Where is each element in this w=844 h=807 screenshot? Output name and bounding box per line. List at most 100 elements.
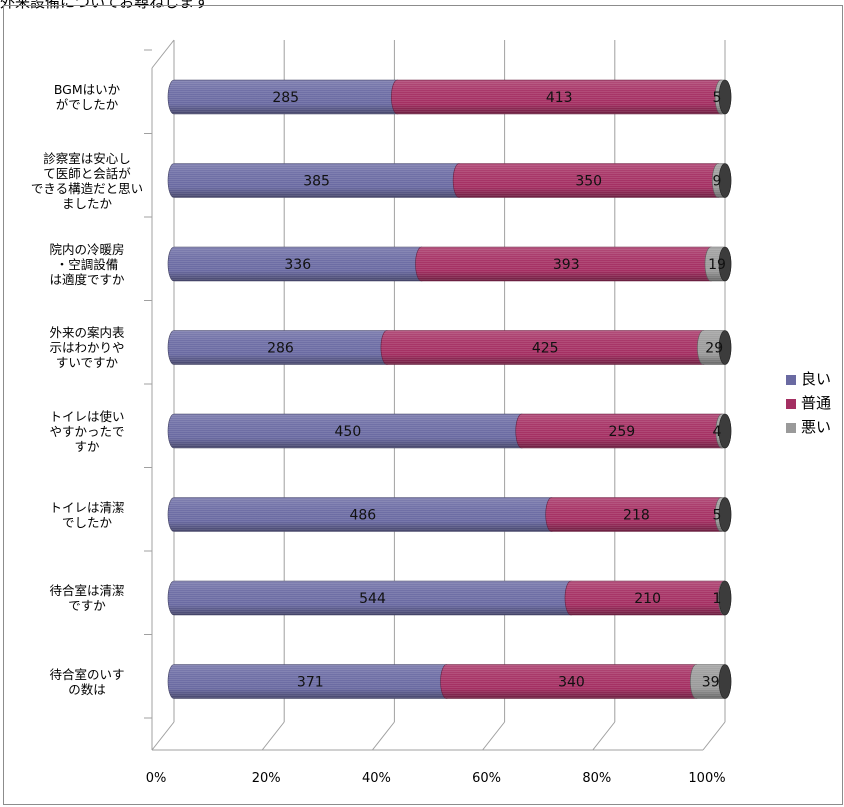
x-axis-ticks: 0% 20% 40% 60% 80% 100% bbox=[146, 771, 726, 786]
category-label-line: でしたか bbox=[61, 514, 112, 530]
data-label: 486 bbox=[349, 508, 376, 524]
data-label: 29 bbox=[705, 341, 723, 357]
category-label: 診察室は安心し て医師と会話が できる構造だと思い ましたか bbox=[27, 151, 147, 211]
data-label: 5 bbox=[713, 508, 722, 524]
gridlines bbox=[144, 39, 726, 751]
floor-gridline bbox=[261, 721, 285, 751]
category-label-line: BGMはいか bbox=[53, 82, 121, 97]
category-label: トイレは清潔 でしたか bbox=[27, 500, 147, 530]
category-label: 院内の冷暖房 ・空調設備 は適度ですか bbox=[27, 242, 147, 287]
bar-end-cap bbox=[718, 580, 732, 616]
bar-end-cap bbox=[718, 413, 732, 449]
category-label-line: て医師と会話が bbox=[43, 165, 131, 181]
chart-frame bbox=[3, 5, 843, 805]
bars bbox=[167, 79, 732, 699]
data-label: 340 bbox=[558, 675, 585, 691]
x-tick-label: 20% bbox=[252, 771, 281, 786]
data-label: 336 bbox=[284, 257, 311, 273]
category-label-line: トイレは清潔 bbox=[49, 499, 125, 515]
bar-texture bbox=[168, 664, 453, 699]
floor-gridline bbox=[151, 721, 175, 751]
data-label: 393 bbox=[553, 257, 580, 273]
data-label: 19 bbox=[708, 257, 726, 273]
data-label: 218 bbox=[623, 508, 650, 524]
floor-gridline bbox=[702, 721, 726, 751]
data-label: 425 bbox=[532, 341, 559, 357]
bar-end-cap bbox=[718, 246, 732, 282]
category-label: BGMはいか がでしたか bbox=[27, 82, 147, 112]
bar-texture bbox=[453, 163, 725, 198]
bar-texture bbox=[168, 414, 528, 448]
data-label: 210 bbox=[634, 591, 661, 607]
legend-swatch bbox=[786, 399, 796, 409]
category-label-line: 待合室のいす bbox=[49, 666, 125, 682]
floor-gridline bbox=[482, 721, 505, 751]
legend-item: 普通 bbox=[786, 392, 831, 413]
bar-texture bbox=[440, 664, 703, 699]
category-label-line: の数は bbox=[68, 681, 106, 697]
data-label: 286 bbox=[267, 341, 294, 357]
category-label-line: やすかったで bbox=[49, 423, 125, 439]
category-label-line: 待合室は清潔 bbox=[49, 583, 125, 598]
category-label: 待合室は清潔 ですか bbox=[27, 583, 147, 613]
bar-texture bbox=[415, 247, 717, 281]
bar-texture bbox=[168, 497, 558, 532]
category-label-line: 示はわかりや bbox=[49, 340, 125, 355]
bar-end-cap bbox=[718, 330, 732, 365]
category-label-line: 外来の案内表 bbox=[49, 325, 125, 340]
floor-gridline bbox=[592, 721, 616, 751]
bar-end-cap bbox=[718, 79, 732, 115]
category-label-line: すいですか bbox=[55, 355, 119, 370]
category-label-line: は適度ですか bbox=[49, 271, 125, 287]
bar-texture bbox=[565, 581, 731, 615]
category-label-line: ・空調設備 bbox=[55, 256, 119, 272]
data-labels: 285 413 5 385 350 9 336 393 19 286 425 29 450 259 4 486… bbox=[267, 90, 726, 691]
data-label: 413 bbox=[546, 90, 573, 106]
bar-texture bbox=[515, 414, 728, 448]
wall-top-edge bbox=[151, 39, 175, 69]
bar-texture bbox=[168, 247, 428, 281]
bar-texture bbox=[545, 497, 728, 532]
category-label-line: 院内の冷暖房 bbox=[49, 241, 125, 257]
bar-texture bbox=[391, 80, 728, 114]
legend-swatch bbox=[786, 375, 796, 385]
legend-swatch bbox=[786, 423, 796, 433]
category-label: トイレは使い やすかったで すか bbox=[27, 409, 147, 454]
bar-end-cap bbox=[718, 163, 732, 198]
legend-item: 良い bbox=[786, 368, 831, 389]
data-label: 544 bbox=[359, 591, 386, 607]
data-label: 385 bbox=[303, 174, 330, 190]
category-label: 待合室のいす の数は bbox=[27, 667, 147, 697]
category-label-line: がでしたか bbox=[55, 97, 119, 112]
bar-end-cap bbox=[718, 664, 732, 699]
data-label: 39 bbox=[702, 675, 720, 691]
data-label: 5 bbox=[713, 90, 722, 106]
category-label-line: できる構造だと思い bbox=[30, 180, 144, 196]
category-label-line: すか bbox=[74, 438, 100, 454]
data-label: 350 bbox=[575, 174, 602, 190]
legend-label: 良い bbox=[801, 370, 832, 388]
data-label: 9 bbox=[713, 174, 722, 190]
category-label-line: 診察室は安心し bbox=[43, 150, 131, 166]
bar-texture bbox=[168, 80, 404, 114]
x-tick-label: 0% bbox=[146, 771, 167, 786]
data-label: 259 bbox=[608, 424, 635, 440]
category-label-line: トイレは使い bbox=[49, 408, 125, 424]
legend-label: 普通 bbox=[801, 394, 832, 412]
bar-texture bbox=[168, 330, 393, 365]
x-tick-label: 40% bbox=[362, 771, 391, 786]
bar-texture bbox=[168, 163, 466, 198]
data-label: 4 bbox=[713, 424, 722, 440]
bar-end-cap bbox=[718, 497, 732, 532]
data-label: 1 bbox=[713, 591, 722, 607]
legend-item: 悪い bbox=[786, 416, 831, 437]
floor-gridline bbox=[372, 721, 395, 751]
category-label: 外来の案内表 示はわかりや すいですか bbox=[27, 325, 147, 370]
data-label: 450 bbox=[335, 424, 362, 440]
x-tick-label: 60% bbox=[472, 771, 501, 786]
x-tick-label: 80% bbox=[582, 771, 611, 786]
x-tick-label: 100% bbox=[688, 771, 725, 786]
bar-texture bbox=[380, 330, 710, 365]
data-label: 285 bbox=[272, 90, 299, 106]
